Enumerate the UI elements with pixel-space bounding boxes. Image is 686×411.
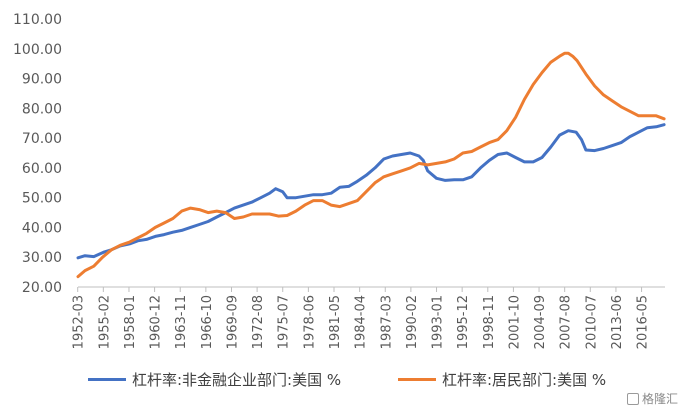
y-axis-tick-labels: 20.00 30.00 40.00 50.00 60.00 70.00 80.00 90.00… (13, 12, 62, 296)
y-tick-label: 80.00 (22, 101, 62, 117)
legend-item-household: 杠杆率:居民部门:美国 % (398, 369, 606, 390)
y-tick-label: 110.00 (13, 12, 62, 28)
x-tick-label: 1984-04 (354, 295, 369, 349)
x-tick-label: 1955-02 (97, 295, 112, 349)
y-tick-label: 30.00 (22, 250, 62, 266)
x-tick-label: 1998-11 (482, 295, 497, 349)
x-tick-label: 1995-12 (456, 295, 471, 349)
legend-label-household: 杠杆率:居民部门:美国 % (442, 371, 607, 389)
x-tick-label: 2001-10 (507, 295, 522, 349)
legend-label-corporate: 杠杆率:非金融企业部门:美国 % (132, 371, 342, 389)
x-tick-label: 1975-07 (277, 295, 292, 349)
x-tick-label: 1993-01 (431, 295, 446, 349)
x-tick-label: 1958-01 (123, 295, 138, 349)
x-tick-label: 1978-06 (302, 295, 317, 349)
x-tick-label: 1972-08 (251, 295, 266, 349)
legend-swatch-household (398, 378, 436, 381)
x-tick-label: 2007-08 (559, 295, 574, 349)
x-axis-ticks (77, 287, 643, 292)
y-tick-label: 90.00 (22, 72, 62, 88)
x-tick-label: 1952-03 (72, 295, 87, 349)
x-tick-label: 2016-05 (636, 295, 651, 349)
x-tick-label: 1987-03 (379, 295, 394, 349)
x-tick-label: 1960-12 (149, 295, 164, 349)
x-tick-label: 2004-09 (533, 295, 548, 349)
series-lines (76, 51, 666, 279)
y-tick-label: 20.00 (22, 280, 62, 296)
watermark-text: 格隆汇 (641, 392, 678, 406)
series-line-corporate (76, 123, 666, 260)
x-tick-label: 1969-09 (225, 295, 240, 349)
x-tick-label: 2013-06 (610, 295, 625, 349)
y-tick-label: 40.00 (22, 220, 62, 236)
x-tick-label: 2010-07 (584, 295, 599, 349)
y-tick-label: 60.00 (22, 161, 62, 177)
watermark-logo-icon (626, 392, 639, 405)
x-axis-tick-labels: 1952-03 1955-02 1958-01 1960-12 1963-11 1966-… (72, 295, 651, 349)
y-tick-label: 50.00 (22, 191, 62, 207)
legend-swatch-corporate (88, 378, 126, 381)
series-line-household (76, 51, 666, 279)
y-tick-label: 70.00 (22, 131, 62, 147)
legend-item-corporate: 杠杆率:非金融企业部门:美国 % (88, 369, 341, 390)
y-tick-label: 100.00 (13, 42, 62, 58)
x-tick-label: 1963-11 (174, 295, 189, 349)
x-tick-label: 1966-10 (200, 295, 215, 349)
x-tick-label: 1981-05 (328, 295, 343, 349)
x-tick-label: 1990-02 (405, 295, 420, 349)
watermark: 格隆汇 (626, 390, 678, 407)
